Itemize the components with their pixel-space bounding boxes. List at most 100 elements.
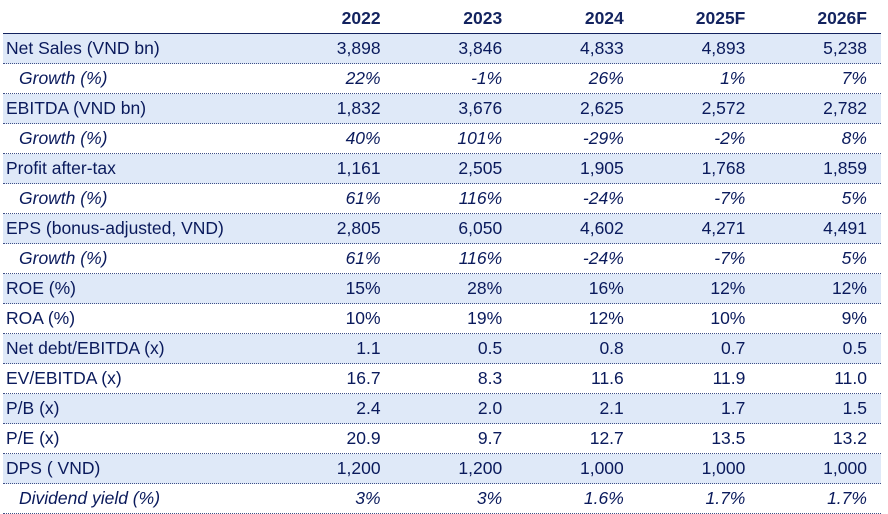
header-year-2024: 2024 [584,7,624,28]
value-2023: 2,505 [458,157,503,178]
value-2026f: 13.2 [832,427,867,448]
value-2024: 12.7 [589,427,624,448]
value-2024: -24% [582,247,624,268]
table-row-eps-growth: Growth (%) 61% 116% -24% -7% 5% [3,244,881,274]
value-2023: 116% [458,187,503,208]
value-2025f: 10% [710,307,746,328]
table-row-eps: EPS (bonus-adjusted, VND) 2,805 6,050 4,… [3,214,881,244]
row-label: EPS (bonus-adjusted, VND) [6,217,224,238]
value-2022: 3,898 [336,37,381,58]
row-label: P/B (x) [6,397,60,418]
value-2025f: 4,893 [701,37,746,58]
value-2023: 1,200 [458,457,503,478]
value-2024: 1,000 [579,457,624,478]
value-2022: 3% [355,487,381,508]
value-2026f: 8% [841,127,867,148]
value-2024: 26% [588,67,624,88]
header-year-2025f: 2025F [695,7,746,28]
value-2023: -1% [471,67,503,88]
value-2024: 11.6 [591,367,624,388]
value-2022: 15% [345,277,381,298]
value-2024: 4,602 [579,217,624,238]
value-2025f: 2,572 [701,97,746,118]
value-2026f: 12% [831,277,867,298]
row-label: Growth (%) [19,127,108,148]
value-2023: 19% [467,307,503,328]
value-2024: 2.1 [599,397,624,418]
value-2022: 1,200 [336,457,381,478]
value-2025f: 13.5 [711,427,746,448]
header-year-2026f: 2026F [817,7,867,28]
value-2026f: 1,859 [823,157,867,178]
value-2024: 12% [588,307,624,328]
value-2026f: 9% [841,307,867,328]
value-2024: 4,833 [579,37,624,58]
table-row-pb: P/B (x) 2.4 2.0 2.1 1.7 1.5 [3,394,881,424]
header-year-2022: 2022 [341,7,381,28]
table-row-ev-ebitda: EV/EBITDA (x) 16.7 8.3 11.6 11.9 11.0 [3,364,881,394]
value-2023: 0.5 [477,337,503,358]
value-2023: 3,846 [458,37,503,58]
row-label: Growth (%) [19,187,108,208]
value-2022: 61% [345,247,381,268]
value-2025f: 1,000 [701,457,746,478]
row-label: Dividend yield (%) [19,487,161,508]
value-2026f: 0.5 [842,337,867,358]
table-row-ebitda: EBITDA (VND bn) 1,832 3,676 2,625 2,572 … [3,94,881,124]
header-year-2023: 2023 [463,7,503,28]
value-2022: 20.9 [346,427,381,448]
row-label: DPS ( VND) [6,457,101,478]
row-label: P/E (x) [6,427,60,448]
value-2022: 61% [345,187,381,208]
value-2022: 22% [345,67,381,88]
header-row: 2022 2023 2024 2025F 2026F [3,4,881,34]
value-2026f: 5,238 [823,37,867,58]
value-2022: 10% [345,307,381,328]
value-2026f: 5% [841,247,867,268]
row-label: EV/EBITDA (x) [6,367,122,388]
table-row-ebitda-growth: Growth (%) 40% 101% -29% -2% 8% [3,124,881,154]
row-label: Growth (%) [19,247,108,268]
value-2025f: 4,271 [701,217,746,238]
value-2025f: -7% [714,247,746,268]
table-row-dps: DPS ( VND) 1,200 1,200 1,000 1,000 1,000 [3,454,881,484]
value-2026f: 4,491 [823,217,867,238]
row-label: Net Sales (VND bn) [6,37,160,58]
value-2024: 1.6% [583,487,624,508]
row-label: Growth (%) [19,67,108,88]
row-label: ROE (%) [6,277,76,298]
value-2026f: 7% [841,67,867,88]
value-2023: 3,676 [458,97,503,118]
row-label: ROA (%) [6,307,76,328]
value-2023: 2.0 [477,397,503,418]
value-2023: 6,050 [458,217,503,238]
table-row-net-sales-growth: Growth (%) 22% -1% 26% 1% 7% [3,64,881,94]
row-label: EBITDA (VND bn) [6,97,147,118]
row-label: Net debt/EBITDA (x) [6,337,165,358]
value-2024: -29% [582,127,624,148]
value-2022: 40% [345,127,381,148]
table-row-roa: ROA (%) 10% 19% 12% 10% 9% [3,304,881,334]
value-2025f: 1% [720,67,746,88]
value-2025f: 1.7% [705,487,746,508]
value-2023: 8.3 [477,367,503,388]
table-row-profit-after-tax: Profit after-tax 1,161 2,505 1,905 1,768… [3,154,881,184]
value-2023: 3% [476,487,503,508]
value-2026f: 11.0 [834,367,867,388]
table-row-net-sales: Net Sales (VND bn) 3,898 3,846 4,833 4,8… [3,34,881,64]
value-2026f: 5% [841,187,867,208]
value-2022: 1.1 [356,337,381,358]
value-2025f: 11.9 [712,367,746,388]
value-2023: 28% [467,277,503,298]
value-2026f: 2,782 [823,97,867,118]
value-2026f: 1.7% [827,487,867,508]
value-2023: 101% [457,127,503,148]
value-2022: 1,832 [336,97,381,118]
value-2023: 9.7 [477,427,503,448]
value-2024: 16% [588,277,624,298]
value-2024: 0.8 [599,337,624,358]
value-2022: 16.7 [346,367,381,388]
value-2025f: -2% [714,127,746,148]
value-2024: 1,905 [579,157,624,178]
financial-summary-table: 2022 2023 2024 2025F 2026F Net Sales (VN… [3,4,881,514]
